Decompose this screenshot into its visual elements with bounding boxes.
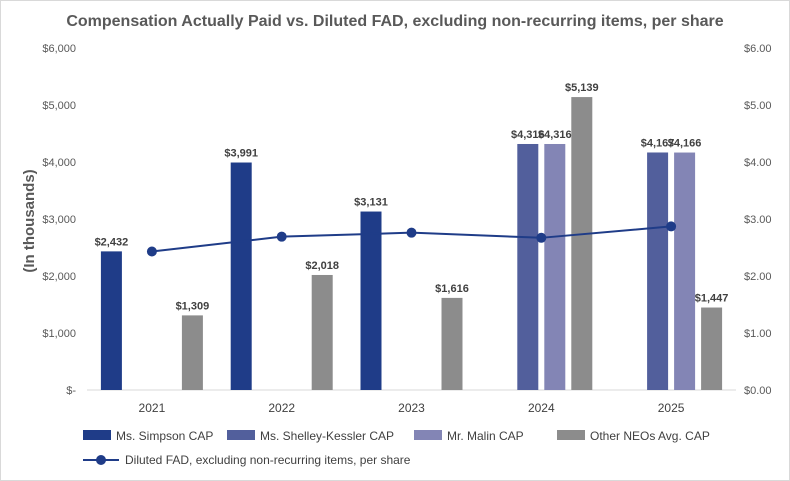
bar xyxy=(701,307,723,390)
bar xyxy=(544,143,566,390)
data-label: $1,616 xyxy=(435,283,469,295)
line-point xyxy=(146,246,157,257)
bar xyxy=(230,162,252,390)
category-label: 2023 xyxy=(398,401,425,415)
right-tick-label: $4.00 xyxy=(744,157,772,169)
bar xyxy=(311,274,333,390)
legend-swatch xyxy=(83,430,111,440)
bar xyxy=(571,97,593,391)
bar xyxy=(360,211,382,390)
data-label: $3,991 xyxy=(224,148,258,160)
data-label: $2,018 xyxy=(305,260,339,272)
legend-label: Mr. Malin CAP xyxy=(447,429,524,443)
left-tick-label: $3,000 xyxy=(42,214,76,226)
bar xyxy=(100,251,122,390)
left-axis-ticks: $- $1,000 $2,000 $3,000 $4,000 $5,000 $6,000 xyxy=(42,43,76,397)
bar xyxy=(517,143,539,390)
bar xyxy=(181,315,203,390)
data-label: $1,309 xyxy=(176,300,210,312)
left-tick-label: $5,000 xyxy=(42,100,76,112)
data-label: $4,316 xyxy=(538,129,572,141)
legend: Ms. Simpson CAP Ms. Shelley-Kessler CAP Mr… xyxy=(83,429,710,467)
legend-marker xyxy=(96,455,106,465)
data-label: $3,131 xyxy=(354,197,388,209)
data-label: $5,139 xyxy=(565,82,599,94)
right-tick-label: $5.00 xyxy=(744,100,772,112)
data-label: $1,447 xyxy=(695,293,729,305)
category-labels: 2021 2022 2023 2024 2025 xyxy=(139,401,685,415)
left-tick-label: $2,000 xyxy=(42,271,76,283)
bar xyxy=(647,152,669,390)
legend-label: Ms. Simpson CAP xyxy=(116,429,213,443)
data-labels: $2,432 $3,991 $3,131 $4,316 $4,167 $4,316 $4,1… xyxy=(95,82,729,312)
data-label: $4,316 xyxy=(511,129,545,141)
legend-label: Diluted FAD, excluding non-recurring ite… xyxy=(125,453,411,467)
right-tick-label: $1.00 xyxy=(744,328,772,340)
left-tick-label: $1,000 xyxy=(42,328,76,340)
right-tick-label: $2.00 xyxy=(744,271,772,283)
data-label: $4,166 xyxy=(668,138,702,150)
bar xyxy=(441,297,463,390)
right-tick-label: $3.00 xyxy=(744,214,772,226)
category-label: 2025 xyxy=(658,401,685,415)
line-point xyxy=(536,232,547,243)
bars xyxy=(100,97,723,391)
right-axis-ticks: $0.00 $1.00 $2.00 $3.00 $4.00 $5.00 $6.00 xyxy=(744,43,772,397)
category-label: 2024 xyxy=(528,401,555,415)
right-tick-label: $0.00 xyxy=(744,385,772,397)
bar xyxy=(674,152,696,390)
legend-swatch xyxy=(227,430,255,440)
y-axis-label: (In thousands) xyxy=(21,169,38,272)
chart-title: Compensation Actually Paid vs. Diluted F… xyxy=(66,13,723,30)
left-tick-label: $4,000 xyxy=(42,157,76,169)
legend-swatch xyxy=(557,430,585,440)
right-tick-label: $6.00 xyxy=(744,43,772,55)
data-label: $4,167 xyxy=(641,137,675,149)
legend-label: Other NEOs Avg. CAP xyxy=(590,429,710,443)
legend-label: Ms. Shelley-Kessler CAP xyxy=(260,429,394,443)
line-point xyxy=(666,221,677,232)
category-label: 2021 xyxy=(139,401,166,415)
line-point xyxy=(276,231,287,242)
category-label: 2022 xyxy=(268,401,295,415)
legend-swatch xyxy=(414,430,442,440)
left-tick-label: $6,000 xyxy=(42,43,76,55)
line-point xyxy=(406,227,417,238)
line-series xyxy=(146,221,677,257)
data-label: $2,432 xyxy=(95,236,129,248)
left-tick-label: $- xyxy=(66,385,76,397)
